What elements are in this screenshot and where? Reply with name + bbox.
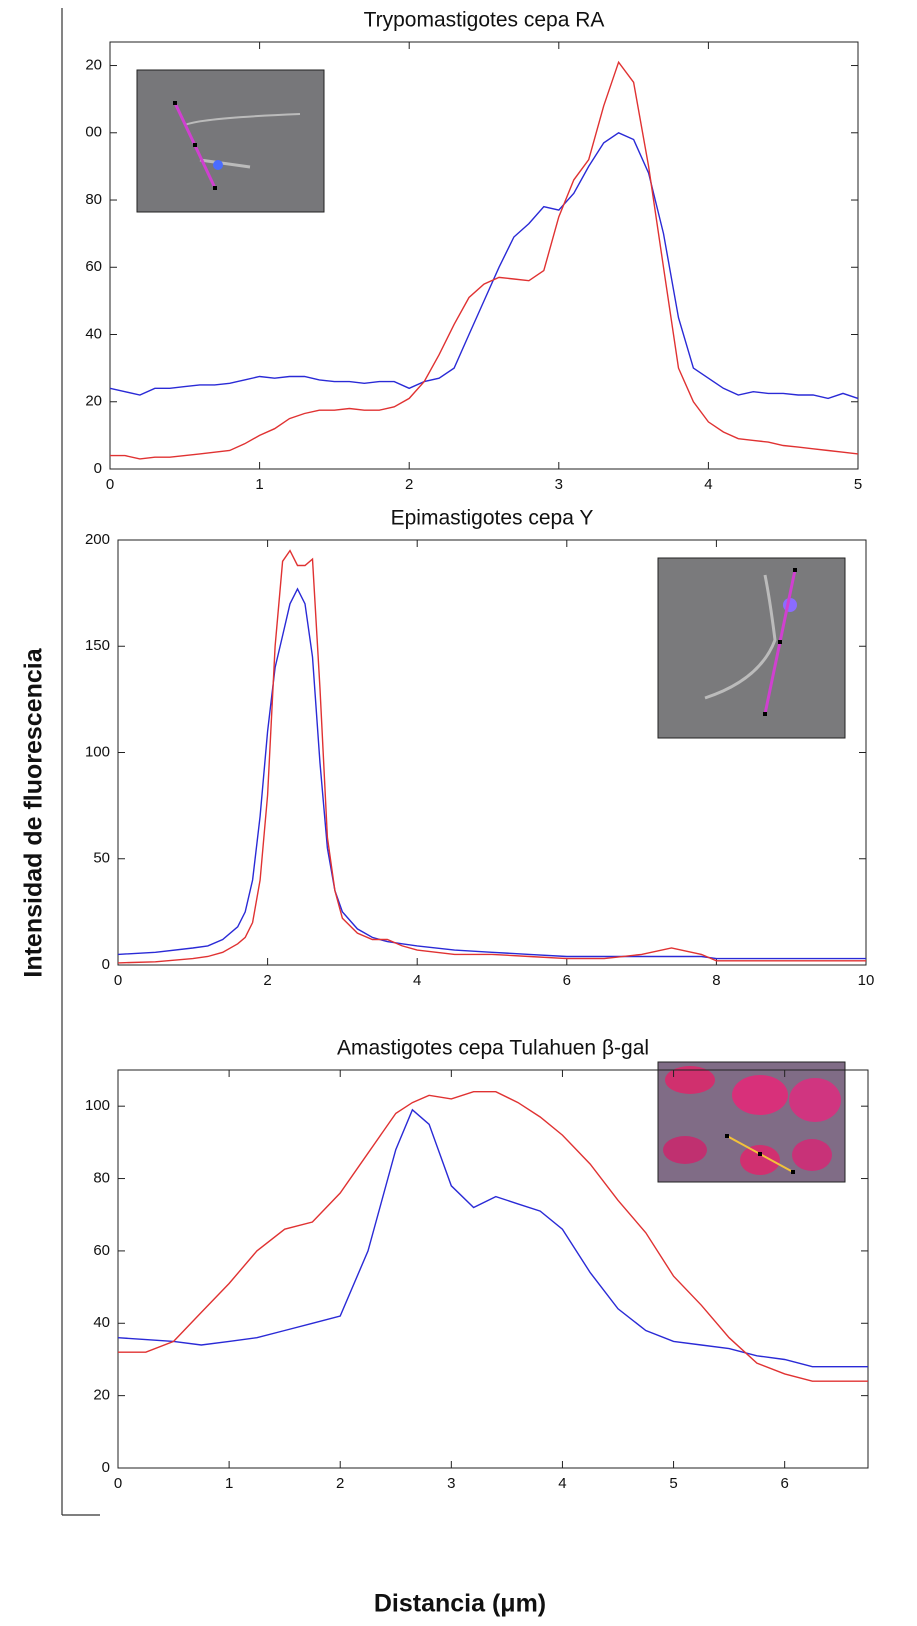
series-line [117,549,866,964]
x-tick-label: 4 [413,972,421,989]
y-tick-label: 40 [93,1314,110,1331]
y-tick-label: 100 [85,1097,110,1114]
y-tick-label: 00 [85,124,102,141]
x-tick-label: 10 [858,972,875,989]
y-tick-label: 80 [93,1170,110,1187]
x-tick-label: 6 [780,1475,788,1492]
plot-frame [109,41,859,470]
y-tick-label: 50 [93,850,110,867]
inset-image [657,1061,846,1183]
x-tick-label: 1 [255,476,263,493]
y-tick-label: 60 [85,258,102,275]
y-tick-label: 20 [85,393,102,410]
x-tick-label: 4 [558,1475,566,1492]
y-tick-label: 40 [85,325,102,342]
x-tick-label: 0 [114,1475,122,1492]
series-line [117,1108,868,1368]
plot-frame [117,1069,869,1469]
chart-title: Epimastigotes cepa Y [391,507,594,530]
x-tick-label: 1 [225,1475,233,1492]
series-line [110,60,859,460]
x-tick-label: 2 [405,476,413,493]
inset-image [136,69,325,213]
y-tick-label: 200 [85,531,110,548]
chart-title: Trypomastigotes cepa RA [364,9,605,32]
y-tick-label: 100 [85,743,110,760]
x-tick-label: 0 [106,476,114,493]
x-tick-label: 2 [263,972,271,989]
chart-title: Amastigotes cepa Tulahuen β-gal [337,1037,649,1060]
y-tick-label: 0 [102,956,110,973]
y-tick-label: 60 [93,1242,110,1259]
series-line [109,132,859,400]
x-tick-label: 3 [555,476,563,493]
y-tick-label: 0 [94,460,102,477]
x-tick-label: 2 [336,1475,344,1492]
x-tick-label: 6 [563,972,571,989]
y-axis-label: Intensidad de fluorescencia [20,647,48,977]
x-tick-label: 5 [669,1475,677,1492]
y-tick-label: 20 [85,57,102,74]
x-tick-label: 3 [447,1475,455,1492]
y-tick-label: 20 [93,1387,110,1404]
x-tick-label: 8 [712,972,720,989]
series-line [118,1091,868,1382]
y-tick-label: 80 [85,191,102,208]
inset-image [657,557,846,739]
y-tick-label: 0 [102,1459,110,1476]
y-tick-label: 150 [85,637,110,654]
x-axis-label: Distancia (μm) [374,1590,546,1618]
x-tick-label: 0 [114,972,122,989]
x-tick-label: 4 [704,476,712,493]
x-tick-label: 5 [854,476,862,493]
series-line [117,587,866,960]
